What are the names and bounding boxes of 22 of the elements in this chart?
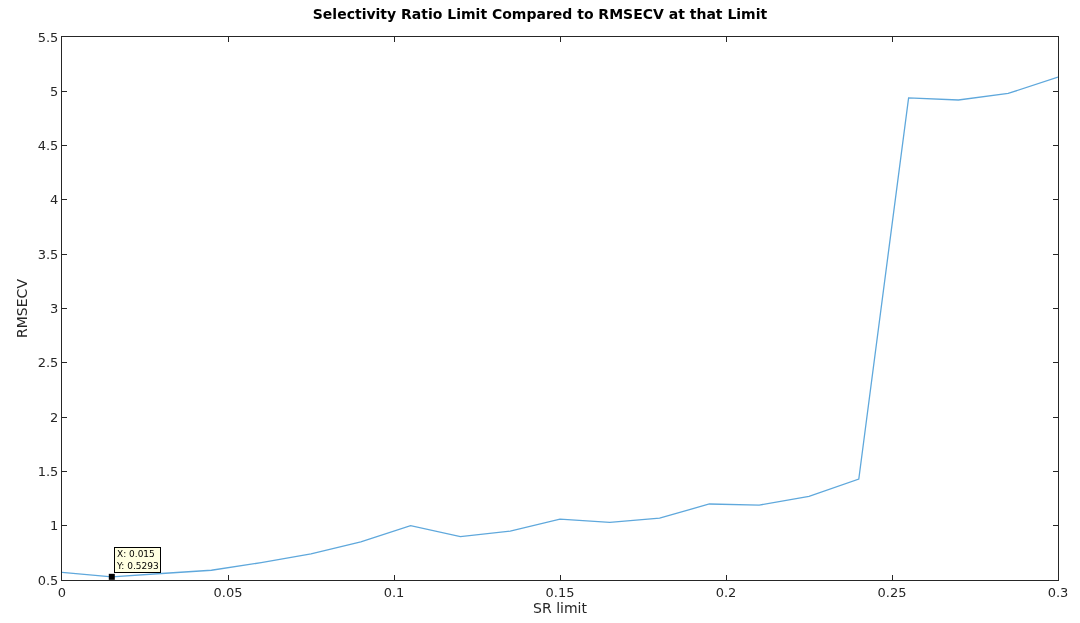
x-tick-label: 0.2 <box>715 584 737 600</box>
y-tick-label: 4 <box>50 192 59 208</box>
annotation: X: 0.015 Y: 0.5293 <box>116 549 159 571</box>
x-tick-label: 0.1 <box>383 584 405 600</box>
y-tick-label: 4.5 <box>37 138 59 154</box>
y-tick-label: 2 <box>50 409 59 425</box>
x-tick-label: 0.25 <box>877 584 907 600</box>
y-axis-title: RMSECV <box>14 278 31 338</box>
x-tick-label: 0.05 <box>213 584 243 600</box>
x-tick-label: 0.15 <box>545 584 575 600</box>
y-tick-label: 0.5 <box>37 572 59 588</box>
y-tick-label: 1.5 <box>37 463 59 479</box>
x-tick-label: 0 <box>57 584 67 600</box>
x-tick-label: 0.3 <box>1047 584 1069 600</box>
y-tick-label: 3.5 <box>37 246 59 262</box>
y-tick-label: 5 <box>50 83 59 99</box>
x-axis-title: SR limit <box>533 599 588 616</box>
y-tick-label: 3 <box>50 301 59 317</box>
chart-title: Selectivity Ratio Limit Compared to RMSECV at that Limit <box>312 6 768 23</box>
y-tick-label: 2.5 <box>37 355 59 371</box>
y-tick-label: 1 <box>50 518 59 534</box>
y-tick-label: 5.5 <box>37 29 59 45</box>
